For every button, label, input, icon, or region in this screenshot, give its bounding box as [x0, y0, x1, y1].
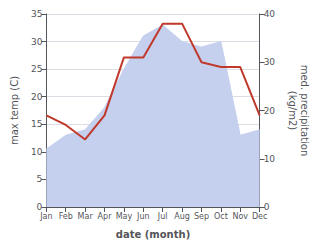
svg-text:30: 30: [31, 37, 43, 47]
svg-text:0: 0: [264, 202, 270, 212]
svg-text:Dec: Dec: [252, 212, 267, 221]
svg-text:Nov: Nov: [232, 212, 248, 221]
svg-text:max temp (C): max temp (C): [9, 76, 20, 145]
svg-text:May: May: [116, 212, 133, 221]
svg-text:35: 35: [31, 9, 42, 19]
svg-text:Feb: Feb: [59, 212, 73, 221]
svg-text:5: 5: [37, 174, 43, 184]
svg-text:Sep: Sep: [194, 212, 209, 221]
svg-text:0: 0: [37, 202, 43, 212]
svg-text:25: 25: [31, 64, 42, 74]
svg-text:15: 15: [31, 119, 42, 129]
svg-text:20: 20: [31, 92, 43, 102]
svg-text:Aug: Aug: [174, 212, 190, 221]
svg-text:(kg/m2): (kg/m2): [287, 91, 298, 131]
svg-text:Jan: Jan: [39, 212, 52, 221]
svg-text:Jul: Jul: [157, 212, 168, 221]
svg-text:date (month): date (month): [116, 229, 190, 240]
svg-text:Jun: Jun: [136, 212, 150, 221]
svg-text:Oct: Oct: [214, 212, 228, 221]
svg-text:med. precipitation: med. precipitation: [299, 65, 310, 157]
svg-text:10: 10: [264, 154, 276, 164]
svg-text:20: 20: [264, 106, 276, 116]
svg-text:30: 30: [264, 57, 276, 67]
svg-text:Apr: Apr: [98, 212, 113, 221]
svg-text:40: 40: [264, 9, 276, 19]
svg-text:10: 10: [31, 147, 43, 157]
svg-text:Mar: Mar: [78, 212, 94, 221]
